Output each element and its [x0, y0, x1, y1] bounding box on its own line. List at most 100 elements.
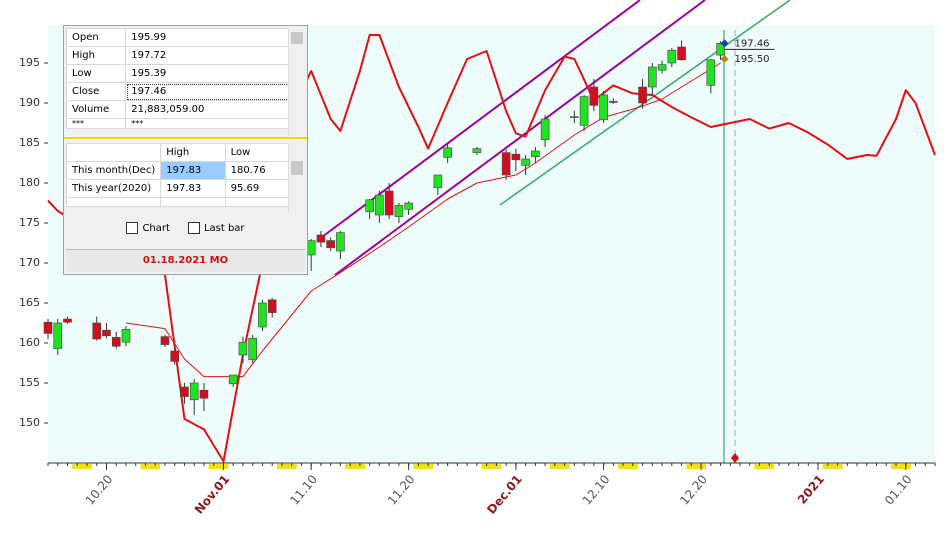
candle-body	[228, 374, 238, 385]
row: Volume 21,883,059.00	[65, 100, 290, 119]
y-tick-label: 175	[19, 216, 40, 229]
field: ***	[65, 118, 127, 129]
weekend-block	[208, 464, 219, 469]
y-tick-label: 190	[19, 96, 40, 109]
candle-body	[365, 199, 374, 213]
field: High	[65, 46, 127, 65]
x-tick-label: 11.10	[287, 472, 320, 507]
weekend-block	[276, 464, 287, 469]
header: High	[160, 143, 226, 162]
weekend-block	[832, 464, 843, 469]
candle-body	[43, 321, 53, 334]
marker	[731, 453, 739, 463]
y-tick-label: 185	[19, 136, 40, 149]
candle-body	[375, 194, 384, 216]
x-tick-label: Dec.01	[484, 472, 525, 517]
candle-body	[238, 341, 248, 356]
row: This year(2020) 197.83 95.69	[65, 179, 291, 198]
row: Close 197.46	[65, 82, 290, 101]
candle-body	[521, 158, 530, 166]
checkbox-box[interactable]	[126, 222, 139, 234]
x-tick-label: Nov.01	[192, 472, 233, 517]
candle-body	[180, 386, 189, 397]
value: 197.83	[160, 179, 226, 198]
weekend-block	[618, 464, 629, 469]
weekend-block	[150, 464, 161, 469]
candle-body	[511, 153, 521, 161]
blank	[160, 197, 226, 207]
blank	[65, 143, 162, 162]
options: Chart Last bar	[64, 222, 307, 234]
y-tick-label: 170	[19, 256, 40, 269]
row: *** ***	[65, 118, 290, 129]
ohlc-table: Open 195.99 High 197.72 Low 195.39 Close 197.46…	[65, 28, 290, 129]
value: 195.99	[125, 28, 290, 47]
value: ***	[125, 118, 290, 129]
x-tick-label: 12.20	[677, 472, 710, 507]
value: 180.76	[224, 161, 291, 180]
period: This month(Dec)	[65, 161, 162, 180]
field: Close	[65, 82, 127, 101]
value: 95.69	[224, 179, 291, 198]
weekend-block	[559, 464, 570, 469]
field: Open	[65, 28, 127, 47]
value: 195.39	[125, 64, 290, 83]
range-table: High Low This month(Dec) 197.83 180.76 This y…	[65, 143, 291, 207]
candle-body	[589, 86, 599, 106]
price-marker	[720, 39, 729, 48]
y-tick-label: 195	[19, 56, 40, 69]
candle-body	[102, 329, 111, 337]
weekend-block	[891, 464, 902, 469]
scrollbar[interactable]	[288, 143, 305, 213]
x-tick-label: 2021	[795, 472, 827, 507]
separator	[64, 137, 307, 139]
weekend-block	[627, 464, 638, 469]
candle-body	[540, 118, 550, 141]
weekend-block	[140, 464, 151, 469]
candle-body	[472, 148, 482, 153]
x-tick-label: 12.10	[580, 472, 613, 507]
channel-line	[321, 0, 641, 238]
scrollbar[interactable]	[288, 28, 305, 136]
candle-body	[336, 232, 345, 252]
channel-line	[334, 0, 706, 276]
candle-body	[609, 101, 618, 103]
candle-body	[677, 46, 686, 61]
weekend-block	[413, 464, 424, 469]
checkbox-box[interactable]	[187, 222, 200, 234]
candle-body	[248, 337, 257, 361]
checkbox[interactable]: Last bar	[187, 222, 245, 234]
value: 197.46	[125, 82, 290, 101]
candle-body	[394, 205, 404, 217]
y-tick-label: 150	[19, 416, 40, 429]
date-label: 01.18.2021 MO	[66, 249, 305, 272]
weekend-block	[423, 464, 434, 469]
weekend-block	[822, 464, 833, 469]
weekend-block	[354, 464, 365, 469]
blank	[65, 197, 162, 207]
candle-body	[706, 59, 716, 86]
candle-body	[404, 202, 413, 210]
candle-body	[599, 94, 608, 121]
weekend-block	[72, 464, 83, 469]
row	[65, 197, 291, 207]
checkbox-label: Chart	[142, 222, 170, 234]
y-tick-label: 180	[19, 176, 40, 189]
checkbox-label: Last bar	[203, 222, 245, 234]
header: Low	[224, 143, 291, 162]
field: Low	[65, 64, 127, 83]
row: Low 195.39	[65, 64, 290, 83]
checkbox[interactable]: Chart	[126, 222, 170, 234]
candle-body	[267, 299, 277, 313]
y-tick-label: 165	[19, 296, 40, 309]
candle-body	[667, 49, 677, 64]
candle-body	[170, 350, 180, 362]
weekend-block	[286, 464, 297, 469]
y-tick-label: 155	[19, 376, 40, 389]
candle-body	[199, 389, 209, 399]
candle-body	[501, 152, 511, 176]
field: Volume	[65, 100, 127, 119]
candle-body	[306, 240, 316, 256]
candle-body	[570, 116, 579, 118]
